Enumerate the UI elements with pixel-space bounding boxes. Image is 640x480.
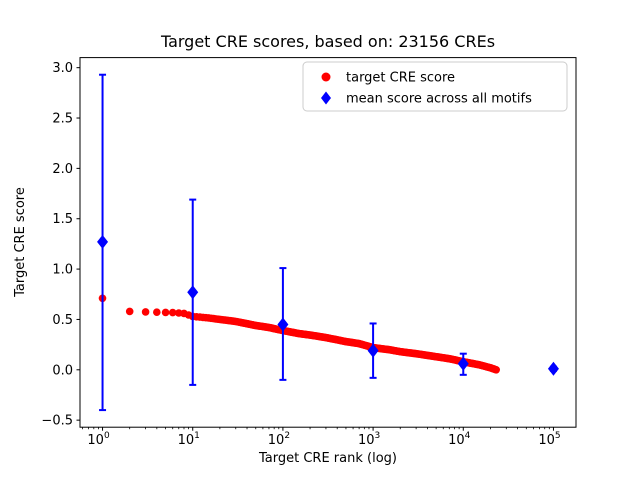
svg-text:100: 100 xyxy=(87,431,110,448)
svg-text:1.5: 1.5 xyxy=(52,212,73,227)
legend-marker-diamond-icon xyxy=(321,91,331,105)
mean-point xyxy=(187,285,199,300)
y-axis: −0.5 0.0 0.5 1.0 1.5 2.0 2.5 3.0 xyxy=(41,61,80,429)
mean-score-series xyxy=(97,73,559,412)
svg-text:−0.5: −0.5 xyxy=(41,414,73,429)
data-point xyxy=(492,366,501,374)
svg-text:103: 103 xyxy=(358,431,380,448)
legend-entry-mean-score: mean score across all motifs xyxy=(346,92,532,107)
svg-text:1.0: 1.0 xyxy=(52,263,73,278)
target-score-series xyxy=(98,294,501,374)
legend: target CRE score mean score across all m… xyxy=(302,61,568,112)
data-point xyxy=(141,308,150,316)
mean-point xyxy=(277,317,289,332)
mean-point xyxy=(97,234,109,249)
svg-text:0.5: 0.5 xyxy=(52,313,73,328)
y-axis-label: Target CRE score xyxy=(13,187,28,298)
data-point xyxy=(168,308,177,317)
x-axis: 100 101 102 103 104 105 xyxy=(82,427,561,448)
axes-frame xyxy=(79,57,577,428)
mean-point xyxy=(457,356,469,371)
data-point xyxy=(153,308,161,317)
mean-point xyxy=(367,343,379,358)
legend-entry-target-score: target CRE score xyxy=(346,71,455,86)
plot-content: 100 101 102 103 104 105 −0.5 0.0 0.5 1.0 1.5 2.0 2.5… xyxy=(41,57,577,448)
legend-box xyxy=(302,61,568,112)
svg-text:102: 102 xyxy=(268,431,290,448)
svg-text:0.0: 0.0 xyxy=(52,363,73,378)
svg-text:2.5: 2.5 xyxy=(52,112,73,127)
chart-title: Target CRE scores, based on: 23156 CREs xyxy=(160,32,495,51)
svg-text:105: 105 xyxy=(538,431,560,448)
svg-text:101: 101 xyxy=(178,431,200,448)
legend-marker-circle-icon xyxy=(321,72,331,82)
svg-text:2.0: 2.0 xyxy=(52,162,73,177)
plot-area xyxy=(80,57,576,428)
svg-text:104: 104 xyxy=(448,431,471,448)
svg-text:3.0: 3.0 xyxy=(52,61,73,76)
x-axis-label: Target CRE rank (log) xyxy=(258,451,397,466)
data-point xyxy=(125,307,134,316)
data-point xyxy=(161,308,170,317)
mean-point xyxy=(547,361,559,376)
